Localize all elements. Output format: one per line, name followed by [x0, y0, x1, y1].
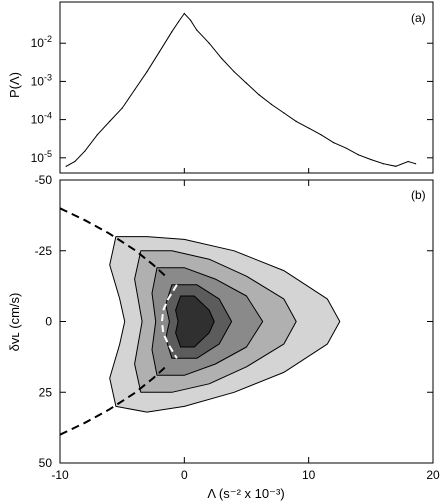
panel-b-contour-plot: -10 0 10 20 -50 -25 0 25 50 (b) δvʟ (cm/s) Λ (s… [7, 173, 440, 501]
contour-level-5 [175, 295, 215, 348]
panel-a-series [65, 12, 417, 167]
pdf-data-point [158, 51, 161, 53]
pdf-data-point [196, 29, 198, 31]
panel-a-y-tick-label: 10-5 [31, 149, 52, 165]
pdf-data-point [357, 154, 359, 156]
panel-a-y-tick-label: 10-3 [31, 72, 52, 88]
panel-a-y-axis-title: P(Λ) [7, 72, 22, 98]
pdf-data-point [414, 163, 417, 165]
pdf-series-line [65, 12, 416, 167]
boundary-curve-lower [59, 366, 167, 436]
pdf-data-point [146, 71, 148, 73]
panel-b-y-tick-label: -50 [35, 173, 53, 187]
panel-b-x-tick-label: 10 [302, 468, 316, 482]
panel-b-y-tick-label: 25 [39, 385, 53, 399]
panel-b-x-tick-label: 20 [426, 468, 440, 482]
panel-a-pdf-plot: 10-5 10-4 10-3 10-2 (a) P(Λ) [7, 1, 434, 174]
panel-b-curves [59, 207, 178, 436]
panel-b-label: (b) [411, 188, 426, 202]
panel-b-x-axis-title: Λ (s⁻² x 10⁻³) [207, 486, 284, 501]
pdf-data-point [283, 112, 285, 114]
boundary-curve-upper [59, 207, 167, 277]
pdf-data-point [245, 82, 248, 84]
pdf-data-point [84, 150, 86, 152]
pdf-data-point [96, 134, 98, 136]
pdf-data-point [183, 12, 185, 15]
pdf-data-point [320, 134, 322, 136]
pdf-data-point [233, 71, 235, 73]
pdf-data-point [208, 42, 210, 44]
panel-a-label: (a) [411, 11, 426, 25]
pdf-data-point [171, 31, 173, 33]
pdf-data-point [221, 57, 223, 60]
panel-b-y-tick-label: 50 [39, 456, 53, 470]
pdf-data-point [189, 19, 192, 21]
pdf-data-point [345, 147, 347, 149]
pdf-data-point [121, 107, 123, 109]
pdf-data-point [395, 165, 397, 167]
inner-curve [160, 284, 178, 359]
panel-a-y-ticks: 10-5 10-4 10-3 10-2 [31, 34, 434, 173]
panel-a-y-tick-label: 10-2 [31, 34, 52, 50]
panel-b-y-tick-label: -25 [35, 244, 53, 258]
pdf-data-point [65, 165, 67, 167]
pdf-data-point [295, 120, 297, 122]
panel-a-frame [59, 1, 434, 174]
pdf-data-point [177, 21, 179, 24]
pdf-data-point [134, 89, 136, 91]
panel-b-y-ticks: -50 -25 0 25 50 [35, 173, 433, 470]
panel-b-y-tick-label: 0 [45, 315, 52, 329]
panel-b-x-tick-label: 0 [181, 468, 188, 482]
pdf-data-point [407, 160, 409, 163]
pdf-data-point [74, 160, 76, 163]
panel-a-y-tick-label: 10-4 [31, 111, 52, 127]
panel-b-x-tick-label: -10 [51, 468, 69, 482]
panel-b-x-ticks: -10 0 10 20 [51, 180, 440, 482]
pdf-data-point [370, 158, 372, 161]
pdf-data-point [382, 163, 384, 165]
pdf-data-point [258, 94, 260, 96]
pdf-data-point [332, 142, 335, 144]
pdf-data-point [270, 103, 272, 106]
pdf-data-point [109, 120, 111, 122]
panel-b-y-axis-title: δvʟ (cm/s) [7, 293, 22, 352]
pdf-data-point [308, 127, 310, 129]
